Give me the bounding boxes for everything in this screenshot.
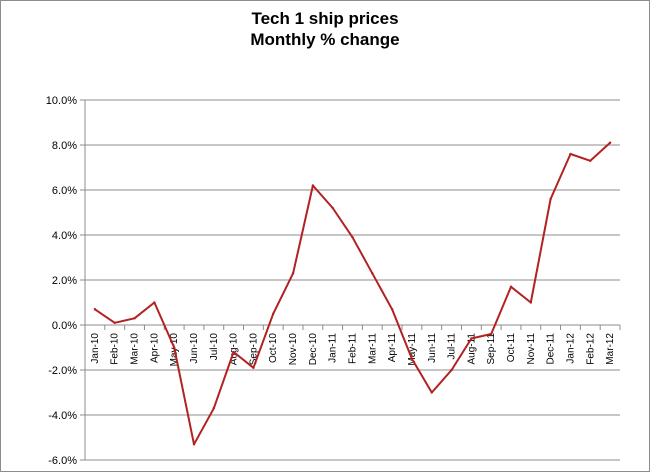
- y-tick-label: 0.0%: [52, 320, 77, 332]
- data-point: [470, 337, 473, 340]
- data-point: [371, 272, 374, 275]
- data-point: [93, 308, 97, 311]
- data-point: [331, 206, 334, 210]
- data-point: [569, 152, 572, 156]
- y-tick-label: 6.0%: [52, 185, 77, 197]
- x-tick-label: Feb-10: [110, 333, 121, 365]
- data-point: [549, 197, 552, 201]
- y-tick-label: -2.0%: [48, 365, 77, 377]
- x-tick-label: Feb-11: [348, 333, 359, 364]
- data-point: [291, 272, 295, 275]
- x-tick-label: Sep-11: [486, 333, 497, 365]
- data-point: [450, 368, 453, 372]
- y-tick-label: -4.0%: [48, 410, 77, 422]
- y-tick-label: 4.0%: [52, 230, 77, 242]
- chart-title: Tech 1 ship prices Monthly % change: [0, 8, 650, 50]
- x-tick-label: Aug-11: [466, 333, 477, 365]
- y-tick-label: 2.0%: [52, 275, 77, 287]
- y-tick-label: -6.0%: [48, 455, 77, 467]
- x-tick-label: Apr-11: [387, 333, 398, 363]
- data-point: [589, 159, 592, 162]
- x-tick-label: Jun-10: [189, 333, 200, 364]
- data-point: [311, 184, 315, 187]
- x-tick-label: Feb-12: [585, 333, 596, 365]
- data-point: [272, 312, 275, 315]
- x-tick-label: Nov-10: [288, 333, 299, 366]
- data-point: [390, 308, 394, 311]
- data-point: [232, 350, 235, 354]
- data-point: [153, 301, 156, 304]
- data-point: [430, 391, 433, 394]
- data-point: [490, 332, 493, 336]
- x-tick-label: Dec-11: [546, 333, 557, 365]
- x-tick-label: Nov-11: [526, 333, 537, 365]
- x-tick-label: Sep-10: [248, 333, 259, 366]
- x-tick-label: Oct-10: [268, 333, 279, 363]
- data-point: [608, 141, 612, 144]
- data-point: [410, 357, 414, 360]
- x-tick-label: Jun-11: [427, 333, 438, 363]
- data-point: [252, 366, 255, 369]
- x-tick-label: Apr-10: [149, 333, 160, 363]
- data-point: [192, 443, 196, 446]
- data-point: [212, 407, 215, 410]
- y-axis-ticks: 10.0% 8.0% 6.0% 4.0% 2.0% 0.0% -2.0% -4.0% -6.0%: [46, 95, 85, 467]
- x-tick-label: Jan-11: [328, 333, 339, 363]
- x-tick-label: Mar-11: [367, 333, 378, 364]
- x-tick-label: Oct-11: [506, 333, 517, 363]
- data-point: [172, 346, 176, 349]
- data-point: [113, 321, 116, 324]
- x-axis-ticks: Jan-10 Feb-10 Mar-10 Apr-10 May-10 Jun-10 Jul-…: [84, 325, 621, 366]
- x-tick-label: Aug-10: [229, 333, 240, 366]
- x-tick-label: May-11: [407, 333, 418, 366]
- x-tick-label: Dec-10: [308, 333, 319, 366]
- data-point: [529, 301, 533, 304]
- data-point: [509, 285, 513, 288]
- x-tick-label: Mar-12: [605, 333, 616, 365]
- y-tick-label: 8.0%: [52, 140, 77, 152]
- series-line: [94, 142, 611, 446]
- x-tick-label: Jul-11: [447, 333, 458, 360]
- y-tick-label: 10.0%: [46, 95, 77, 107]
- gridlines: [85, 99, 620, 461]
- data-point: [133, 317, 136, 320]
- x-tick-label: Jan-10: [90, 333, 101, 364]
- x-tick-label: Mar-10: [130, 333, 141, 365]
- chart-title-line1: Tech 1 ship prices: [251, 9, 399, 28]
- x-tick-label: Jan-12: [565, 333, 576, 364]
- series-group: [93, 141, 612, 446]
- chart-title-line2: Monthly % change: [250, 30, 400, 49]
- x-tick-label: Jul-10: [209, 333, 220, 361]
- data-point: [351, 236, 354, 239]
